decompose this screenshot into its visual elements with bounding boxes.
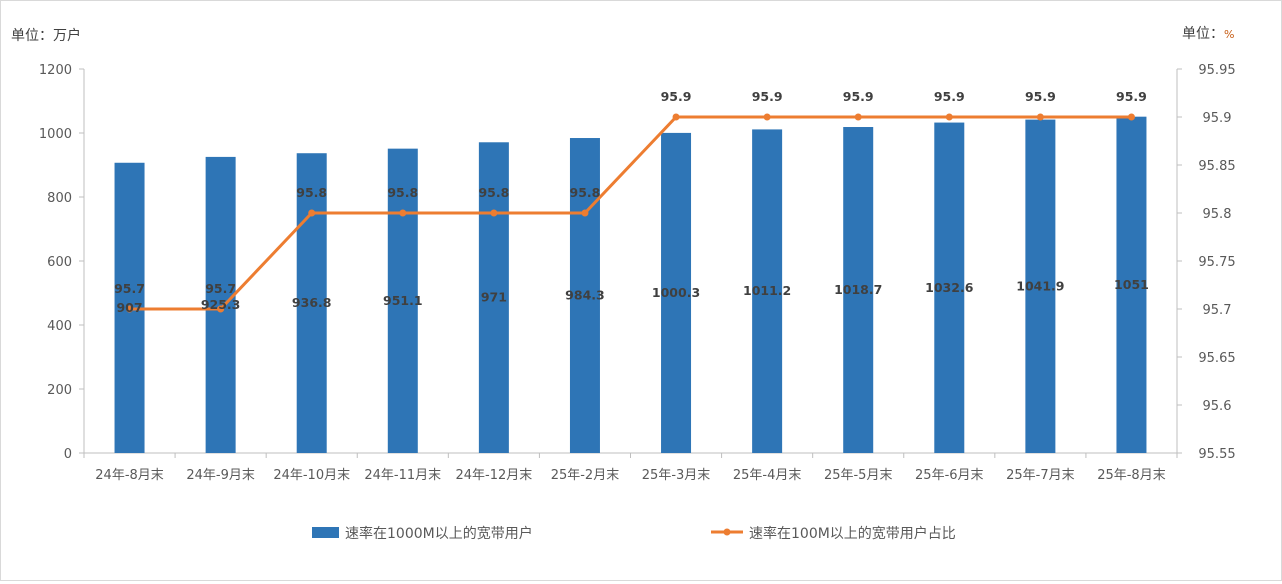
- bar-data-label: 1011.2: [743, 283, 791, 298]
- right-tick-label: 95.75: [1198, 255, 1235, 270]
- right-tick-label: 95.95: [1198, 63, 1235, 78]
- line-point: [581, 209, 589, 217]
- left-tick-label: 1200: [39, 63, 72, 78]
- left-tick-label: 400: [47, 319, 72, 334]
- bar-data-label: 1000.3: [652, 285, 700, 300]
- line-point: [308, 209, 316, 217]
- line-data-label: 95.9: [661, 89, 692, 104]
- left-tick-label: 200: [47, 383, 72, 398]
- bar-data-label: 971: [481, 290, 507, 305]
- line-data-label: 95.8: [296, 185, 327, 200]
- line-point: [126, 305, 134, 313]
- legend-line-marker: [723, 528, 731, 536]
- bar: [387, 148, 418, 453]
- line-point: [490, 209, 498, 217]
- bar-data-label: 1018.7: [834, 282, 882, 297]
- line-data-label: 95.7: [114, 281, 145, 296]
- line-data-label: 95.8: [387, 185, 418, 200]
- line-data-label: 95.7: [205, 281, 236, 296]
- left-tick-label: 1000: [39, 127, 72, 142]
- left-tick-label: 0: [64, 447, 72, 462]
- x-tick-label: 24年-8月末: [95, 468, 164, 483]
- bar-data-label: 925.3: [201, 297, 241, 312]
- legend-line-label: 速率在100M以上的宽带用户占比: [749, 525, 956, 542]
- line-data-label: 95.9: [1025, 89, 1056, 104]
- line-point: [763, 113, 771, 121]
- right-axis-unit: 单位：%: [1182, 26, 1234, 42]
- x-tick-label: 24年-11月末: [364, 468, 441, 483]
- right-tick-label: 95.7: [1203, 303, 1232, 318]
- bar-data-label: 1051: [1114, 277, 1149, 292]
- line-point: [854, 113, 862, 121]
- x-tick-label: 25年-5月末: [824, 468, 893, 483]
- line-point: [945, 113, 953, 121]
- bar-data-label: 951.1: [383, 293, 423, 308]
- right-tick-label: 95.65: [1198, 351, 1235, 366]
- left-axis-unit: 单位：万户: [11, 27, 81, 44]
- left-tick-label: 600: [47, 255, 72, 270]
- bar-data-label: 936.8: [292, 295, 332, 310]
- bar: [478, 142, 509, 453]
- right-tick-label: 95.6: [1203, 399, 1232, 414]
- x-tick-label: 24年-9月末: [186, 468, 255, 483]
- bar: [1025, 119, 1056, 453]
- x-tick-label: 25年-3月末: [642, 468, 711, 483]
- line-data-label: 95.8: [570, 185, 601, 200]
- right-tick-label: 95.85: [1198, 159, 1235, 174]
- legend-bar-label: 速率在1000M以上的宽带用户: [345, 525, 533, 542]
- line-data-label: 95.9: [843, 89, 874, 104]
- bar: [843, 127, 874, 454]
- line-point: [1036, 113, 1044, 121]
- line-data-label: 95.8: [478, 185, 509, 200]
- bar-data-label: 1032.6: [925, 280, 974, 295]
- x-tick-label: 25年-2月末: [551, 468, 620, 483]
- line-point: [1127, 113, 1135, 121]
- right-tick-label: 95.9: [1203, 111, 1232, 126]
- bar: [934, 122, 965, 454]
- x-tick-label: 25年-7月末: [1006, 468, 1075, 483]
- bar-data-label: 984.3: [565, 288, 605, 303]
- legend-bar-swatch: [312, 527, 339, 538]
- bar: [1116, 116, 1147, 454]
- x-tick-label: 25年-8月末: [1097, 468, 1166, 483]
- bar: [752, 129, 783, 453]
- line-point: [672, 113, 680, 121]
- left-tick-label: 800: [47, 191, 72, 206]
- line-data-label: 95.9: [934, 89, 965, 104]
- x-tick-label: 24年-10月末: [273, 468, 350, 483]
- bar: [296, 153, 327, 453]
- line-data-label: 95.9: [1116, 89, 1147, 104]
- x-tick-label: 25年-4月末: [733, 468, 802, 483]
- right-tick-label: 95.55: [1198, 447, 1235, 462]
- x-tick-label: 24年-12月末: [455, 468, 532, 483]
- bar: [661, 132, 692, 454]
- right-tick-label: 95.8: [1203, 207, 1232, 222]
- bar-data-label: 907: [116, 300, 142, 315]
- line-series: [129, 115, 1132, 311]
- bar: [205, 156, 236, 454]
- line-data-label: 95.9: [752, 89, 783, 104]
- x-tick-label: 25年-6月末: [915, 468, 984, 483]
- line-point: [217, 305, 225, 313]
- bar-data-label: 1041.9: [1016, 278, 1064, 293]
- bar: [569, 138, 600, 454]
- line-point: [399, 209, 407, 217]
